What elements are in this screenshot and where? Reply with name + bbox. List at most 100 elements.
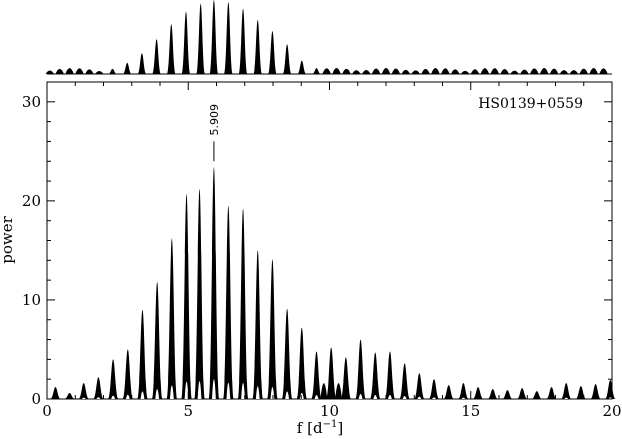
window-ripple — [332, 68, 341, 74]
window-ripple — [470, 69, 480, 74]
window-peak — [108, 68, 117, 74]
window-ripple — [431, 68, 440, 74]
spectrum-peak — [166, 238, 178, 399]
window-ripple — [539, 68, 549, 74]
spectrum-peak — [93, 377, 104, 399]
window-ripple — [322, 68, 331, 74]
spectrum-peak — [414, 373, 425, 399]
spectrum-alias-envelope — [197, 381, 202, 399]
window-ripple — [421, 68, 430, 74]
spectrum-peak — [560, 383, 572, 399]
spectrum-alias-envelope — [285, 391, 290, 399]
window-ripple — [352, 70, 361, 74]
window-peak — [297, 60, 307, 74]
x-tick-label: 0 — [42, 402, 52, 420]
window-ripple — [569, 70, 579, 74]
spectrum-alias-envelope — [314, 394, 319, 399]
spectrum-peak — [252, 250, 264, 399]
window-ripple — [579, 68, 588, 74]
y-axis-title: power — [0, 215, 16, 263]
spectrum-alias-envelope — [140, 391, 145, 399]
spectrum-peak — [340, 357, 352, 399]
spectrum-peak — [546, 387, 557, 399]
window-peak — [137, 53, 147, 74]
window-ripple — [441, 68, 450, 74]
window-ripple — [381, 68, 391, 74]
spectrum-peak — [472, 387, 484, 399]
window-peak — [268, 31, 277, 74]
spectrum-peak — [443, 385, 455, 399]
spectrum-peak — [355, 339, 366, 399]
x-tick-label: 20 — [602, 402, 621, 420]
x-tick-label: 10 — [320, 402, 339, 420]
main-plot: 0 5 10 15 20 0 10 20 30 HS0139+0559 5.909 f [d−… — [0, 81, 622, 437]
window-function-peaks — [45, 0, 608, 75]
spectrum-peak — [223, 205, 234, 399]
plot-frame — [46, 81, 613, 400]
spectrum-alias-envelope — [461, 397, 466, 399]
spectrum-peak — [516, 388, 528, 399]
window-ripple — [549, 68, 559, 74]
spectrum-alias-envelope — [388, 394, 392, 399]
y-tick-label: 10 — [22, 291, 41, 309]
window-ripple — [55, 68, 64, 74]
spectrum-peak — [384, 351, 396, 399]
spectrum-alias-envelope — [81, 397, 86, 399]
window-ripple — [342, 68, 351, 74]
window-ripple — [599, 68, 608, 74]
spectrum-peak — [181, 193, 192, 399]
spectrum-alias-envelope — [169, 385, 174, 399]
spectrum-alias-envelope — [358, 393, 363, 399]
spectrum-alias-envelope — [155, 389, 160, 399]
spectrum-peak — [78, 383, 90, 399]
spectrum-peak — [296, 327, 308, 399]
spectrum-peak — [208, 167, 220, 399]
window-ripple — [480, 68, 490, 74]
spectrum-peak — [64, 393, 75, 399]
spectrum-peak — [267, 259, 278, 399]
spectrum-alias-envelope — [402, 395, 407, 399]
spectrum-peak — [531, 391, 543, 399]
window-ripple — [520, 69, 529, 74]
window-ripple — [490, 68, 499, 74]
window-ripple — [75, 68, 84, 74]
spectrum-peak — [458, 383, 469, 399]
window-peak — [209, 0, 219, 74]
window-peak — [152, 39, 162, 74]
spectrum-peak — [311, 351, 322, 399]
spectrum-alias-envelope — [417, 396, 422, 399]
y-tick-label: 30 — [22, 93, 41, 111]
spectrum-peak — [237, 208, 249, 399]
power-spectrum-peaks — [50, 167, 616, 399]
spectrum-alias-envelope — [111, 395, 116, 399]
window-peak — [253, 19, 263, 74]
spectrum-peak — [137, 309, 148, 399]
spectrum-alias-envelope — [226, 382, 231, 399]
window-peak — [223, 2, 233, 74]
spectrum-peak — [50, 387, 61, 399]
spectrum-peak — [320, 383, 328, 399]
spectrum-alias-envelope — [241, 382, 245, 399]
window-ripple — [65, 68, 74, 74]
window-peak — [312, 68, 321, 74]
window-ripple — [85, 69, 94, 74]
spectrum-alias-envelope — [373, 395, 378, 399]
spectrum-peak — [335, 383, 342, 399]
window-peak — [122, 62, 132, 74]
window-ripple — [500, 68, 509, 74]
spectrum-peak — [605, 380, 616, 399]
spectrum-peak — [325, 347, 337, 399]
window-peak — [282, 44, 292, 74]
spectrum-peak — [487, 389, 499, 399]
spectrum-peak — [122, 349, 134, 399]
window-ripple — [371, 68, 381, 74]
window-peak — [181, 11, 191, 74]
y-tick-label: 20 — [22, 192, 41, 210]
x-axis-title: f [d−1] — [297, 419, 343, 437]
spectrum-alias-envelope — [184, 381, 189, 399]
peak-frequency-label: 5.909 — [208, 104, 221, 136]
window-ripple — [95, 70, 104, 74]
spectrum-peak — [428, 379, 440, 399]
spectrum-alias-envelope — [212, 379, 216, 399]
